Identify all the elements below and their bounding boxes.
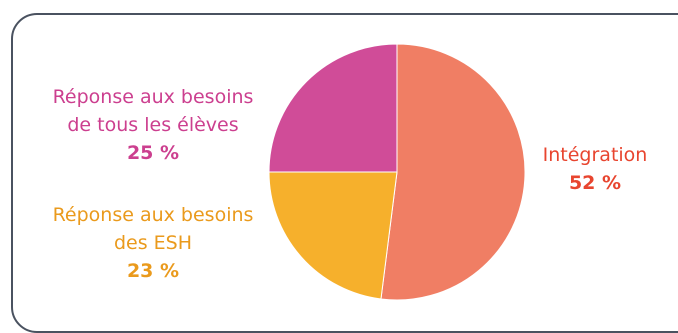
pie-slice-esh [268,171,398,300]
slice-label-line: des ESH [113,232,193,254]
pie-slice-tous-les-eleves [268,43,398,173]
slice-value-label: 52 % [568,172,622,194]
slice-value-label: 23 % [126,260,180,282]
slice-label-line: Réponse aux besoins [52,204,254,226]
slice-label-tous-les-eleves: Réponse aux besoins de tous les élèves 2… [28,83,278,167]
slice-label-integration: Intégration 52 % [530,141,660,197]
slice-label-line: de tous les élèves [67,114,239,136]
pie-slice-integration [380,43,526,301]
slice-label-line: Réponse aux besoins [52,86,254,108]
pie-chart [268,43,526,301]
slice-value-label: 25 % [126,142,180,164]
slice-label-line: Intégration [542,144,648,166]
slice-label-esh: Réponse aux besoins des ESH 23 % [28,201,278,285]
